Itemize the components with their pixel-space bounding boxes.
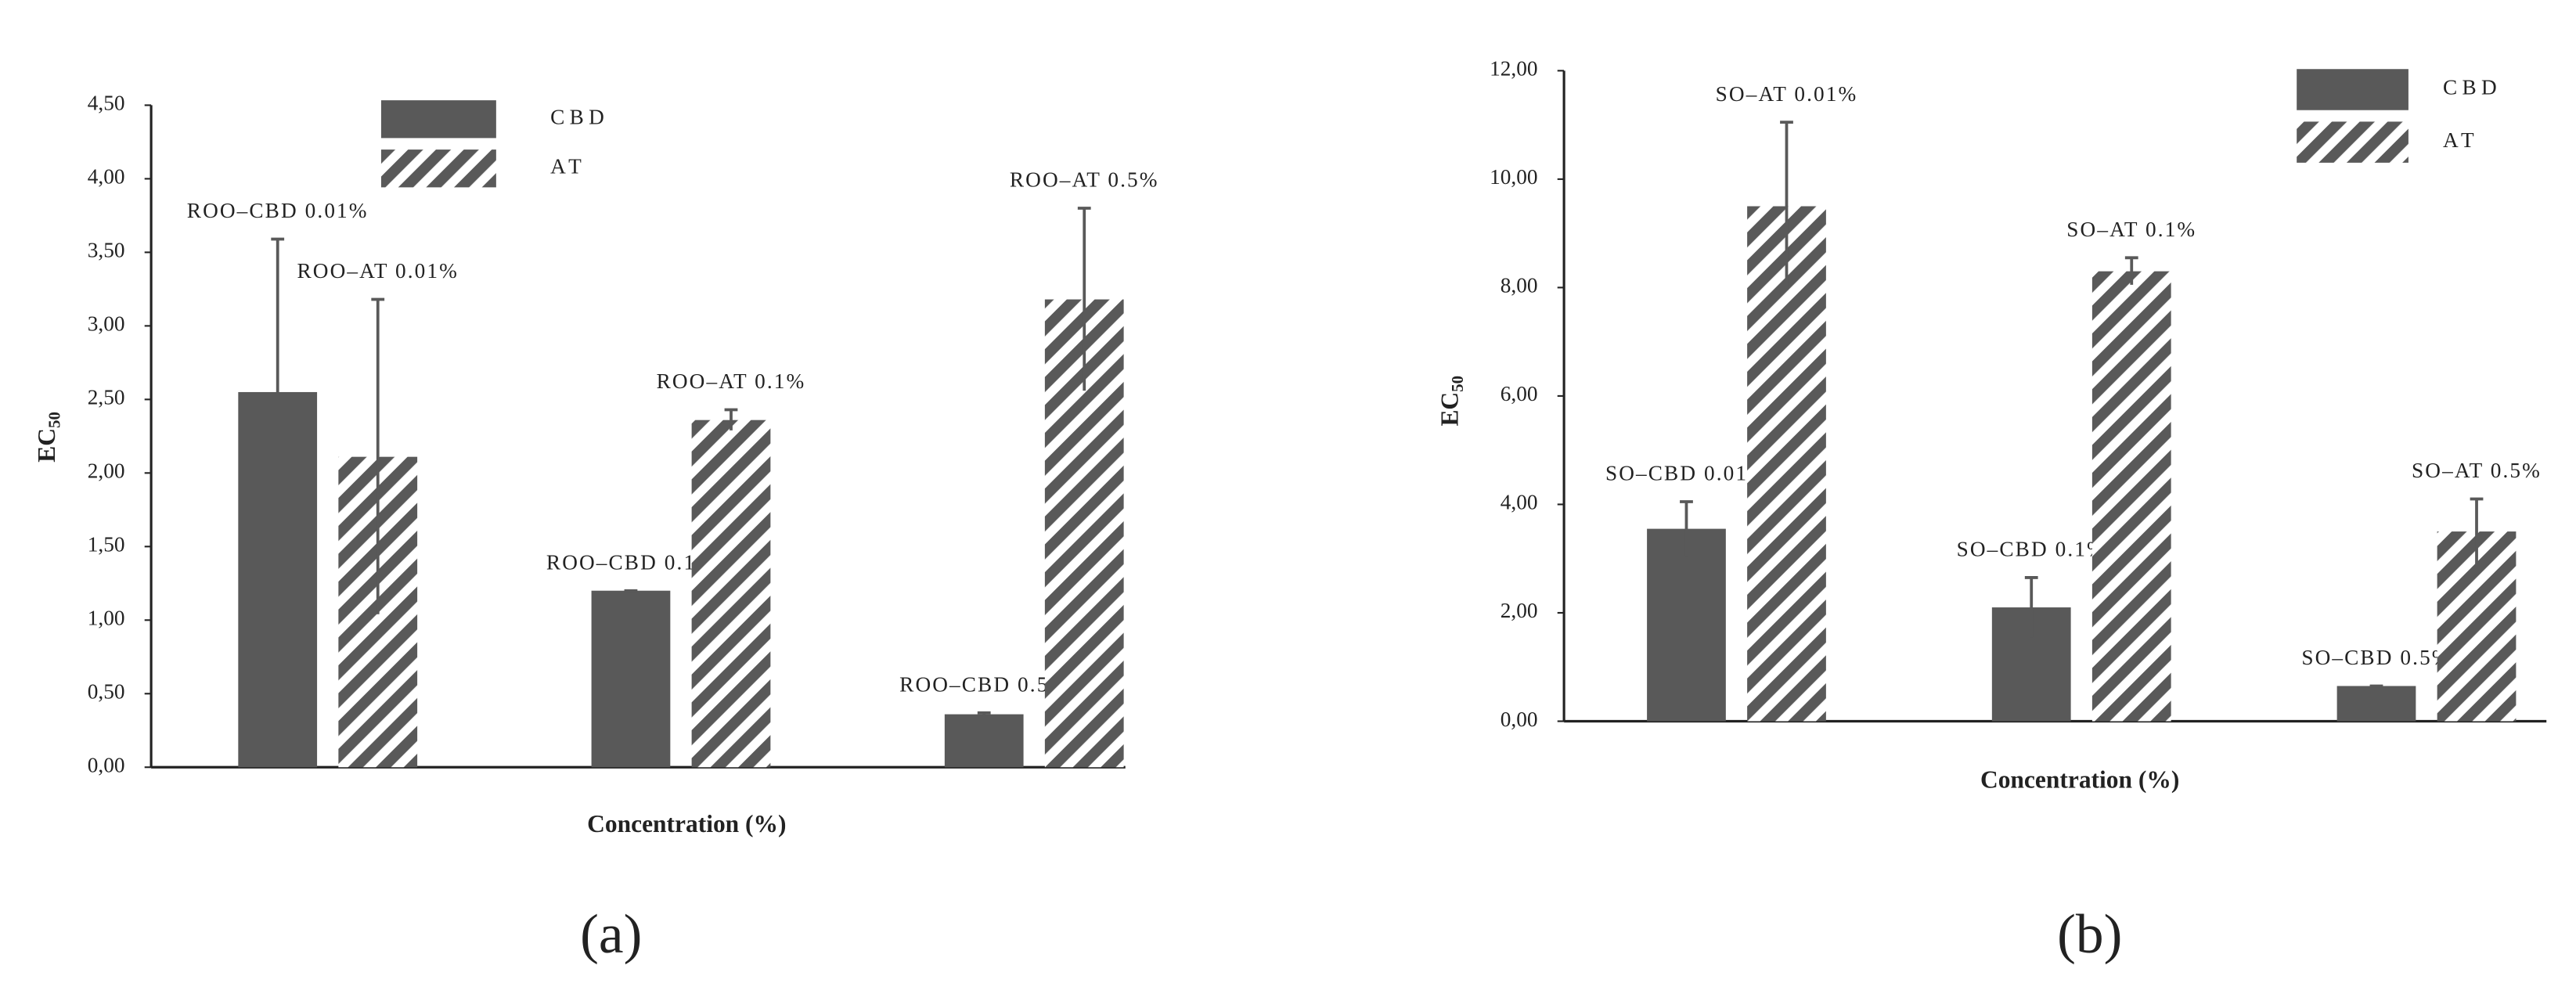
legend-label: CBD	[2443, 76, 2502, 99]
y-tick-label: 2,00	[1501, 599, 1538, 622]
y-axis-label: EC50	[1436, 376, 1467, 427]
y-tick-label: 0,00	[88, 754, 125, 777]
panel-label: (b)	[2057, 903, 2122, 965]
y-tick-label: 4,50	[88, 92, 125, 115]
bar	[1647, 528, 1726, 722]
bar-label: SO–CBD 0.01%	[1605, 462, 1767, 485]
bar-label: ROO–AT 0.1%	[657, 369, 806, 393]
bar	[944, 714, 1024, 768]
y-tick-label: 4,00	[1501, 491, 1538, 514]
y-tick-label: 3,00	[88, 312, 125, 336]
error-bar	[2024, 576, 2038, 638]
y-tick-label: 4,00	[88, 165, 125, 189]
bar	[2336, 686, 2416, 722]
error-bar	[271, 237, 285, 546]
y-tick-label: 0,00	[1501, 708, 1538, 731]
bar-label: ROO–CBD 0.01%	[187, 199, 369, 222]
y-axis-label: EC50	[33, 412, 63, 463]
y-tick-label: 1,00	[88, 607, 125, 630]
y-tick-label: 1,50	[88, 533, 125, 556]
bar	[2091, 271, 2171, 722]
bar	[591, 590, 671, 768]
x-axis-label: Concentration (%)	[587, 810, 786, 837]
y-tick-label: 10,00	[1490, 165, 1537, 189]
y-tick-label: 12,00	[1490, 57, 1537, 81]
error-bar	[724, 408, 738, 430]
bar-label: ROO–AT 0.5%	[1010, 168, 1159, 192]
y-tick-label: 8,00	[1501, 274, 1538, 297]
legend-label: AT	[2443, 128, 2479, 152]
legend-label: AT	[550, 154, 586, 178]
bar	[691, 420, 771, 768]
bar-label: SO–CBD 0.1%	[1957, 538, 2106, 561]
error-bar	[1077, 207, 1091, 391]
legend-swatch	[380, 149, 496, 188]
error-bar	[2470, 497, 2484, 564]
y-tick-label: 6,00	[1501, 382, 1538, 405]
bar-label: SO–AT 0.01%	[1716, 82, 1858, 106]
bar-label: SO–AT 0.1%	[2066, 218, 2196, 241]
y-tick-label: 3,50	[88, 239, 125, 262]
bar-label: ROO–AT 0.01%	[297, 259, 459, 283]
y-tick-label: 0,50	[88, 680, 125, 704]
y-tick-label: 2,50	[88, 386, 125, 409]
error-bar	[1680, 500, 1693, 556]
error-bar	[2124, 256, 2138, 285]
y-axis-label-subscript: 50	[45, 412, 63, 428]
y-tick-label: 2,00	[88, 459, 125, 483]
bar-label: ROO–CBD 0.1%	[546, 550, 715, 574]
error-bar	[371, 297, 385, 614]
bar	[1747, 206, 1826, 722]
panel-label: (a)	[580, 903, 642, 965]
bar-label: SO–CBD 0.5%	[2301, 646, 2451, 669]
bar-label: SO–AT 0.5%	[2412, 459, 2542, 482]
y-axis-label-subscript: 50	[1448, 376, 1467, 392]
bar-label: ROO–CBD 0.5%	[899, 672, 1068, 696]
y-axis-label-text: EC	[33, 428, 60, 463]
legend-swatch	[2297, 121, 2408, 163]
x-axis-label: Concentration (%)	[1980, 765, 2179, 793]
y-axis-label-text: EC	[1436, 392, 1464, 427]
error-bar	[1780, 121, 1793, 290]
legend-swatch	[380, 100, 496, 139]
error-bar	[977, 711, 991, 716]
legend-label: CBD	[550, 106, 609, 129]
legend-swatch	[2297, 69, 2408, 110]
